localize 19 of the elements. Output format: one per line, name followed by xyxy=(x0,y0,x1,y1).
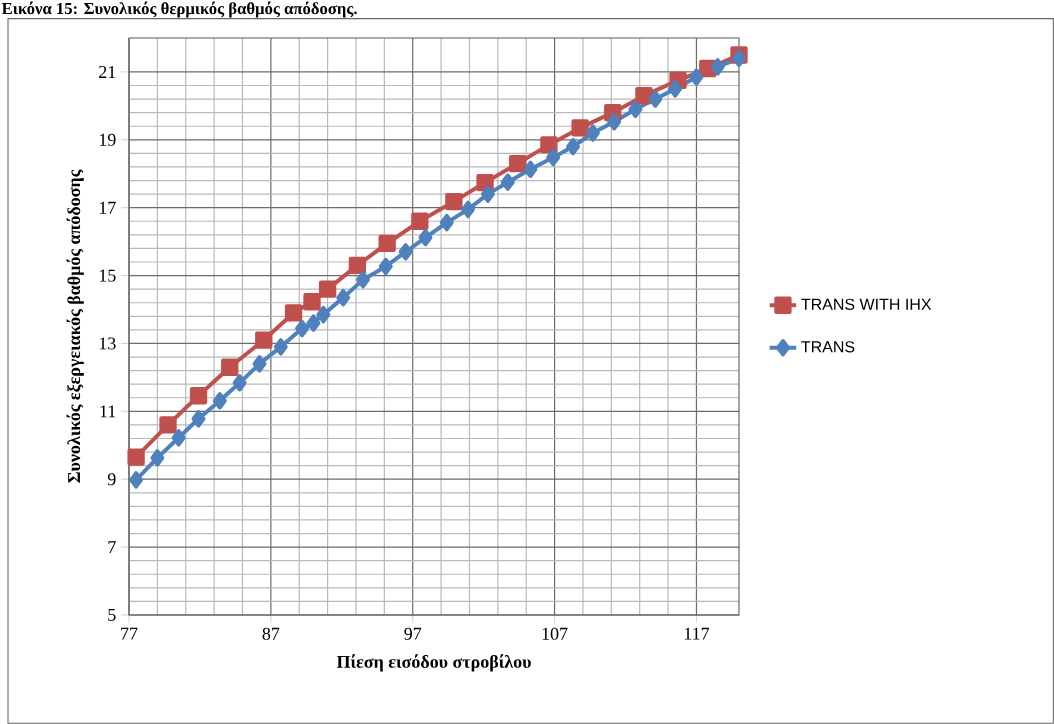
y-tick-label: 7 xyxy=(108,541,116,553)
y-axis-title: Συνολικός εξεργειακός βαθμός απόδοσης xyxy=(66,169,84,483)
chart-title: Εικόνα 15: Συνολικός θερμικός βαθμός απόδοσης. xyxy=(1,1,357,18)
x-tick-label: 107 xyxy=(542,627,568,640)
x-tick-label: 77 xyxy=(121,627,138,640)
legend-label: TRANS xyxy=(801,341,855,353)
y-tick-label: 19 xyxy=(99,133,116,146)
y-tick-label: 17 xyxy=(99,201,116,214)
y-tick-label: 5 xyxy=(108,609,116,621)
y-tick-label: 21 xyxy=(99,65,116,78)
legend-label: TRANS WITH IHX xyxy=(801,298,932,310)
y-tick-label: 13 xyxy=(99,337,116,350)
y-tick-label: 15 xyxy=(99,269,116,282)
y-tick-label: 11 xyxy=(100,405,116,418)
x-tick-label: 97 xyxy=(404,627,422,640)
x-tick-label: 87 xyxy=(262,627,280,640)
x-tick-label: 117 xyxy=(684,627,710,640)
y-tick-label: 9 xyxy=(107,473,116,486)
x-axis-title: Πίεση εισόδου στροβίλου xyxy=(336,654,531,672)
